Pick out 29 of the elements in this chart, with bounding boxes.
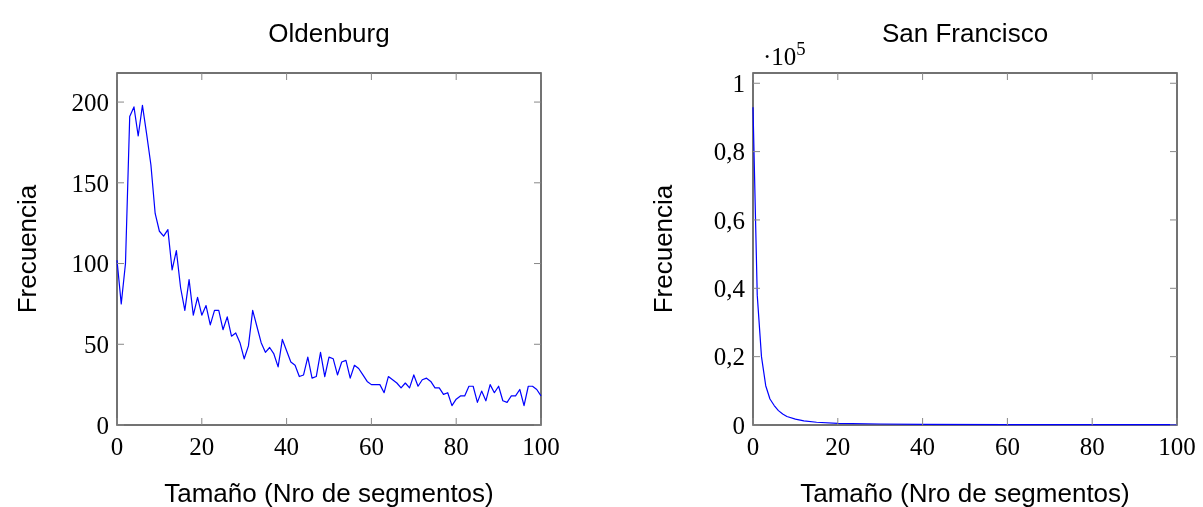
x-axis-title: Tamaño (Nro de segmentos) [800,478,1130,507]
chart-title: San Francisco [881,18,1049,48]
y-tick-label: 0,2 [713,343,745,371]
x-tick-label: 40 [910,433,936,460]
y-axis-title: Frecuencia [648,184,678,314]
y-tick-label: 150 [71,169,109,197]
chart-title: Oldenburg [268,18,390,48]
line-series [116,104,542,407]
y-tick-label: 0,4 [713,275,746,303]
x-tick-label: 60 [358,433,384,460]
x-tick-label: 80 [443,433,469,460]
x-tick-label: 40 [274,433,300,460]
y-tick-label: 200 [71,88,109,116]
y-tick-label: 100 [71,250,109,278]
x-tick-label: 100 [522,433,560,460]
y-tick-label: 0 [96,411,109,439]
x-tick-label: 60 [994,433,1020,460]
y-tick-label: 1 [732,70,745,97]
x-tick-label: 20 [189,433,215,460]
y-tick-label: 0 [732,411,745,439]
x-tick-label: 20 [825,433,851,460]
text: ·10$^{5}$ [763,37,806,70]
x-axis-title: Tamaño (Nro de segmentos) [164,478,494,507]
y-axis-title: Frecuencia [12,184,42,314]
y-tick-label: 50 [84,331,109,359]
y-tick-label: 0,6 [713,206,745,234]
y-tick-label: 0,8 [713,138,745,166]
x-tick-label: 80 [1079,433,1105,460]
x-tick-label: 100 [1158,433,1196,460]
